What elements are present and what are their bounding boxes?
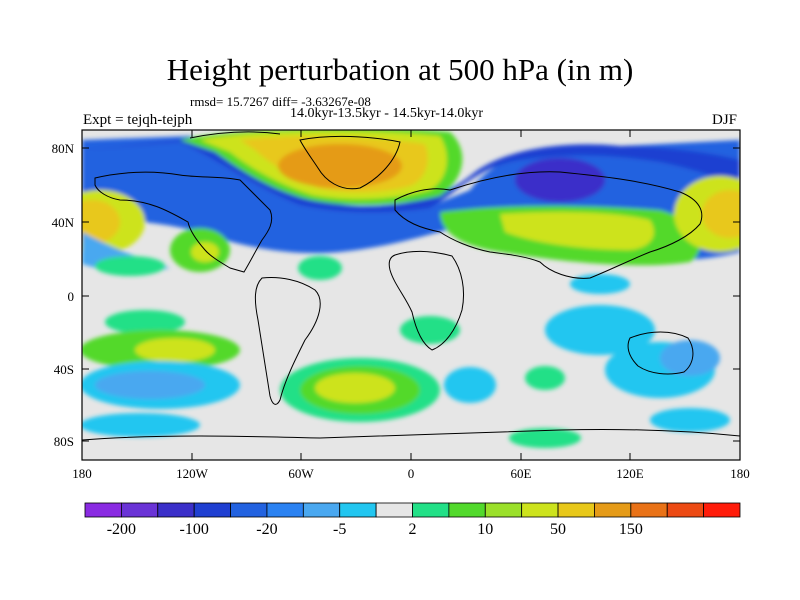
arctic-islands-coast [189,131,281,139]
south-america-coast [254,277,321,405]
colorbar-label: -100 [180,521,209,538]
eurasia-coast [394,171,703,279]
lat-label: 80N [52,141,75,156]
colorbar-swatch [157,502,195,518]
high-anomaly-core [278,144,402,188]
colorbar-label: -200 [107,521,136,538]
lon-label: 60W [288,466,314,481]
colorbar-label: 150 [619,521,643,538]
colorbar-label: 50 [550,521,566,538]
time-span-label: 14.0kyr-13.5kyr - 14.5kyr-14.0kyr [290,106,484,121]
africa-coast [388,250,465,351]
plot-title: Height perturbation at 500 hPa (in m) [166,52,634,87]
colorbar-swatch [302,502,341,518]
experiment-label: Expt = tejqh-tejph [83,112,193,128]
lon-label: 180 [72,466,92,481]
colorbar-swatch [412,502,450,518]
colorbar-swatch [375,502,413,518]
colorbar-swatch [557,502,595,518]
colorbar-label: 2 [409,521,417,538]
colorbar-swatch [594,502,632,518]
lon-label: 120E [616,466,644,481]
colorbar-swatch [448,502,486,518]
lon-label: 120W [176,466,209,481]
lat-label: 0 [68,289,75,304]
colorbar-swatch [703,502,741,518]
colorbar-swatch [666,502,705,518]
low-anomaly-core [515,158,605,202]
colorbar-swatch [266,502,304,518]
antarctica-coast [82,428,740,441]
colorbar-label: 10 [477,521,493,538]
colorbar [84,502,741,518]
colorbar-swatch [193,502,231,518]
lat-label: 80S [54,434,74,449]
lat-label: 40S [54,362,74,377]
colorbar-labels: -200 -100 -20 -5 2 10 50 150 [107,521,643,538]
lon-label: 0 [408,466,415,481]
greenland-coast [299,135,401,190]
lat-label: 40N [52,215,75,230]
colorbar-swatch [521,502,559,518]
lon-ticks [191,130,631,460]
colorbar-label: -20 [256,521,277,538]
contour-field [82,130,740,460]
lat-ticks [82,147,740,442]
lon-label: 180 [730,466,750,481]
colorbar-swatch [120,502,159,518]
colorbar-swatch [630,502,668,518]
lon-label: 60E [511,466,532,481]
colorbar-swatch [339,502,377,518]
north-america-coast [94,171,273,273]
colorbar-swatch [484,502,523,518]
coastlines [82,131,740,441]
colorbar-label: -5 [333,521,346,538]
australia-coast [627,331,694,375]
colorbar-swatch [84,502,122,518]
colorbar-swatch [230,502,268,518]
season-label: DJF [712,112,738,128]
stats-line: rmsd= 15.7267 diff= -3.63267e-08 [190,94,371,109]
